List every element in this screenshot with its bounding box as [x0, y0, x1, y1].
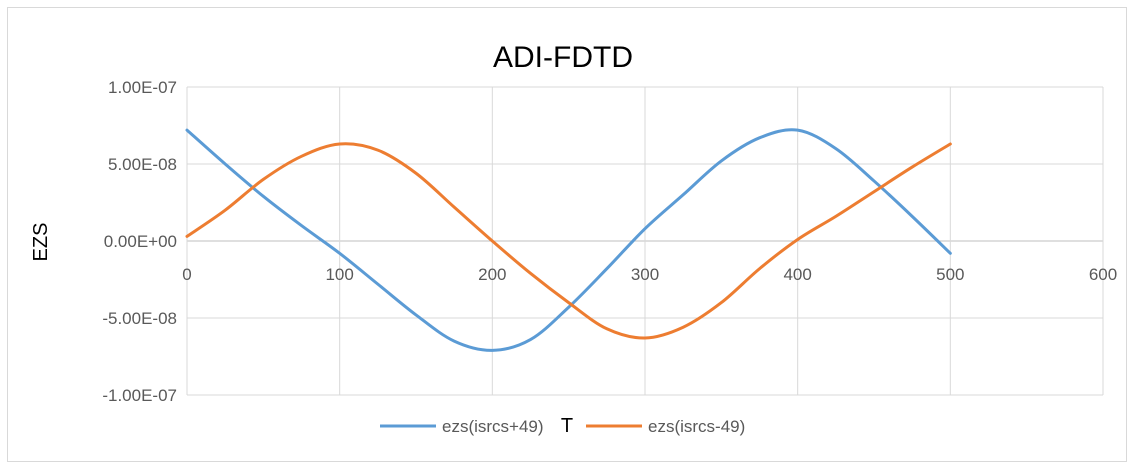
y-tick-label: 5.00E-08	[108, 155, 177, 174]
x-tick-label: 600	[1089, 265, 1117, 284]
series-line-1	[185, 128, 952, 352]
x-tick-label: 500	[936, 265, 964, 284]
y-axis-title: EZS	[30, 223, 52, 262]
x-tick-label: 300	[631, 265, 659, 284]
x-axis-title: T	[561, 415, 573, 437]
x-tick-label: 100	[325, 265, 353, 284]
y-tick-label: 0.00E+00	[104, 232, 177, 251]
y-tick-label: 1.00E-07	[108, 78, 177, 97]
chart-title: ADI-FDTD	[493, 41, 633, 74]
x-tick-label: 0	[182, 265, 191, 284]
series-line-2	[185, 142, 952, 340]
chart-frame	[7, 7, 1127, 462]
legend-label: ezs(isrcs-49)	[648, 417, 745, 436]
y-tick-label: -1.00E-07	[102, 386, 177, 405]
x-tick-label: 400	[783, 265, 811, 284]
x-tick-label: 200	[478, 265, 506, 284]
legend-label: ezs(isrcs+49)	[442, 417, 544, 436]
y-tick-label: -5.00E-08	[102, 309, 177, 328]
